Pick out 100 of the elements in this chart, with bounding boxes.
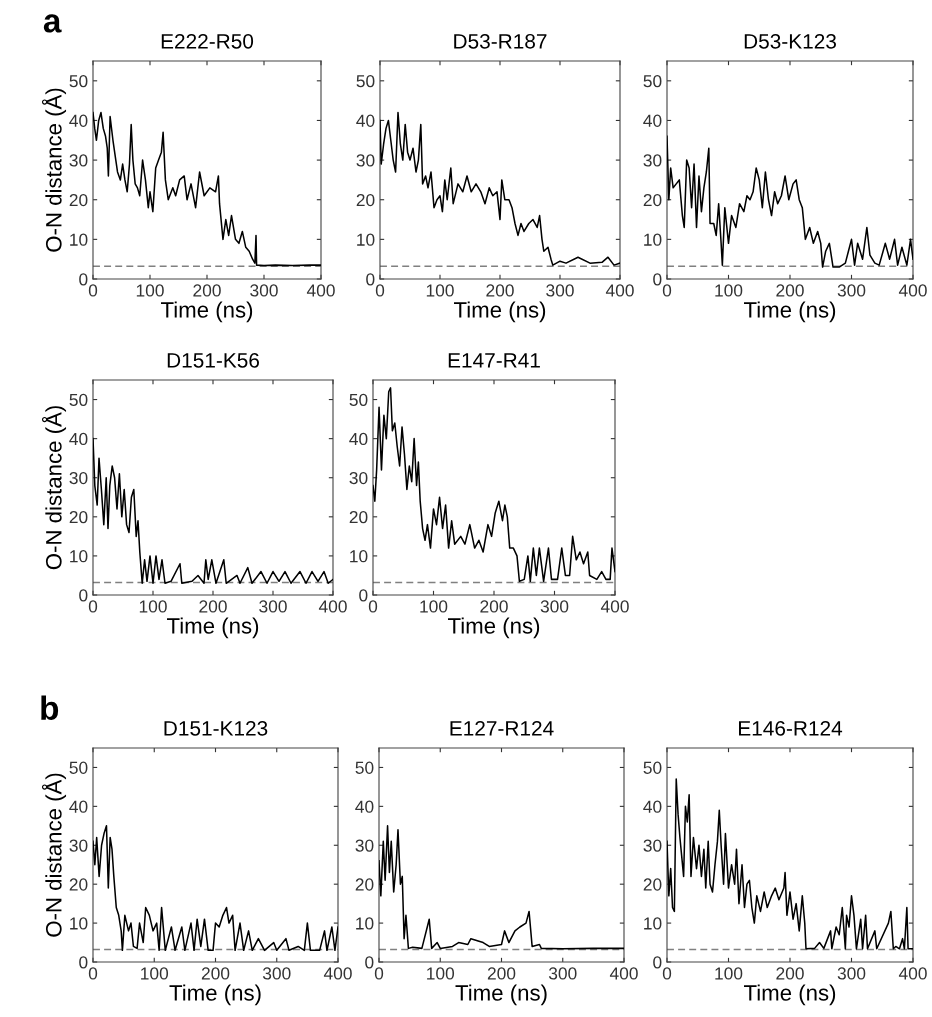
- x-axis-title: Time (ns): [161, 301, 253, 323]
- x-tick-label: 100: [420, 600, 448, 613]
- y-tick-label: 0: [365, 956, 374, 969]
- y-tick-label: 40: [355, 800, 374, 813]
- x-tick-label: 0: [374, 967, 384, 980]
- x-tick-label: 0: [88, 284, 98, 297]
- y-tick-label: 0: [79, 956, 88, 969]
- y-tick-label: 30: [349, 471, 368, 485]
- x-tick-label: 0: [88, 967, 98, 980]
- x-tick-label: 300: [837, 284, 866, 297]
- y-tick-label: 10: [70, 550, 88, 563]
- y-tick-label: 30: [69, 839, 88, 852]
- y-tick-label: 10: [644, 233, 662, 246]
- x-tick-label: 200: [486, 284, 514, 297]
- y-tick-label: 0: [79, 273, 88, 286]
- y-tick-label: 50: [355, 761, 374, 774]
- x-tick-label: 200: [776, 284, 804, 297]
- y-tick-label: 40: [69, 432, 88, 446]
- text: a: [43, 14, 62, 33]
- y-tick-label: 0: [366, 273, 375, 286]
- x-tick-label: 100: [427, 967, 455, 980]
- x-tick-label: 400: [609, 967, 638, 980]
- y-axis-title: O-N distance (Å): [41, 773, 67, 937]
- x-tick-label: 0: [662, 284, 672, 297]
- x-tick-label: 300: [546, 284, 574, 297]
- text: b: [41, 695, 59, 721]
- y-tick-label: 30: [643, 154, 662, 167]
- y-tick-label: 50: [356, 74, 375, 88]
- x-tick-label: 300: [250, 284, 278, 297]
- y-tick-label: 50: [69, 761, 88, 774]
- x-tick-label: 100: [141, 967, 169, 980]
- y-tick-label: 10: [70, 917, 88, 930]
- y-tick-label: 50: [69, 393, 88, 407]
- x-axis-title: Time (ns): [167, 617, 259, 639]
- y-tick-label: 0: [653, 956, 662, 969]
- chart-title: E222-R50: [161, 33, 254, 49]
- x-axis-title: Time (ns): [169, 984, 261, 1006]
- y-tick-label: 40: [349, 432, 368, 446]
- x-tick-label: 400: [306, 284, 335, 297]
- y-tick-label: 20: [356, 193, 375, 207]
- x-tick-label: 300: [262, 967, 291, 980]
- chart-title: E147-R41: [448, 353, 540, 368]
- y-tick-label: 30: [356, 154, 375, 167]
- y-tick-label: 0: [359, 589, 368, 602]
- y-tick-label: 40: [69, 800, 88, 813]
- y-tick-label: 20: [643, 193, 662, 207]
- y-tick-label: 30: [69, 471, 88, 485]
- y-tick-label: 20: [643, 878, 662, 891]
- y-tick-label: 40: [643, 800, 662, 813]
- chart-title: D151-K123: [164, 720, 268, 736]
- y-tick-label: 20: [69, 193, 88, 207]
- x-axis-title: Time (ns): [454, 301, 546, 323]
- y-tick-label: 0: [79, 589, 88, 602]
- y-tick-label: 10: [70, 233, 88, 246]
- chart-title: E127-R124: [450, 720, 554, 736]
- x-tick-label: 100: [715, 284, 743, 297]
- x-tick-label: 0: [662, 967, 672, 980]
- y-tick-label: 20: [349, 510, 368, 524]
- x-tick-label: 200: [776, 967, 804, 980]
- y-tick-label: 20: [69, 878, 88, 891]
- x-tick-label: 200: [480, 600, 508, 613]
- x-tick-label: 300: [540, 600, 569, 613]
- y-tick-label: 50: [643, 761, 662, 774]
- y-tick-label: 10: [644, 917, 662, 930]
- x-tick-label: 300: [548, 967, 577, 980]
- x-axis-title: Time (ns): [744, 984, 836, 1006]
- x-tick-label: 200: [487, 967, 516, 980]
- y-tick-label: 10: [357, 233, 375, 246]
- x-tick-label: 100: [136, 284, 164, 297]
- x-tick-label: 300: [259, 600, 287, 613]
- x-tick-label: 400: [898, 284, 927, 297]
- y-tick-label: 50: [643, 74, 662, 88]
- x-axis-title: Time (ns): [744, 301, 836, 323]
- y-tick-label: 20: [355, 878, 374, 891]
- x-tick-label: 400: [323, 967, 352, 980]
- x-tick-label: 400: [600, 600, 629, 613]
- x-tick-label: 400: [605, 284, 634, 297]
- y-tick-label: 30: [355, 839, 374, 852]
- y-tick-label: 40: [356, 114, 375, 127]
- y-tick-label: 10: [356, 917, 374, 930]
- chart-title: D53-R187: [454, 33, 547, 49]
- y-tick-label: 10: [350, 550, 368, 563]
- y-axis-title: O-N distance (Å): [41, 88, 67, 252]
- x-tick-label: 0: [375, 284, 385, 297]
- y-tick-label: 40: [643, 114, 662, 127]
- x-tick-label: 200: [199, 600, 227, 613]
- y-tick-label: 30: [69, 154, 88, 167]
- chart-title: D151-K56: [167, 352, 259, 368]
- y-axis-title: O-N distance (Å): [41, 406, 67, 570]
- x-tick-label: 100: [426, 284, 454, 297]
- chart-title: D53-K123: [744, 33, 836, 49]
- x-tick-label: 400: [318, 600, 347, 613]
- x-tick-label: 400: [898, 967, 927, 980]
- y-tick-label: 40: [69, 114, 88, 127]
- x-tick-label: 200: [201, 967, 230, 980]
- x-tick-label: 200: [193, 284, 221, 297]
- y-tick-label: 20: [69, 510, 88, 524]
- y-tick-label: 0: [653, 273, 662, 286]
- chart-title: E146-R124: [739, 720, 843, 736]
- x-tick-label: 100: [715, 967, 743, 980]
